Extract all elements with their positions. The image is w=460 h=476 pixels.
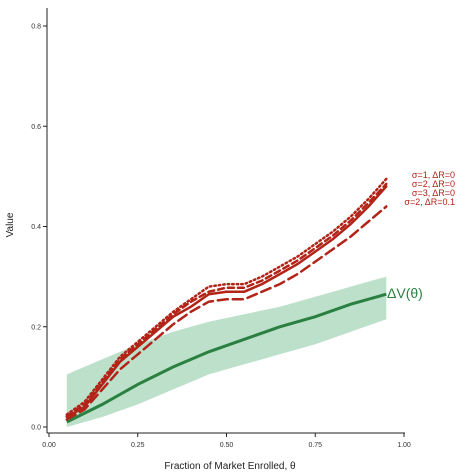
y-axis-ticks: 0.0 0.2 0.4 0.6 0.8 [31,24,47,432]
y-tick-label: 0.4 [31,224,41,231]
band-label: ΔV(θ) [387,285,423,301]
x-tick-label: 0.75 [308,442,322,449]
series-label-2: σ=2, ΔR=0 [412,179,455,189]
series-line-4 [65,205,388,421]
series-label-4: σ=2, ΔR=0.1 [404,197,455,207]
series-label-3: σ=3, ΔR=0 [412,188,455,198]
delta-v-mean-line [66,292,387,424]
x-axis-label: Fraction of Market Enrolled, θ [164,461,296,472]
series-labels: σ=1, ΔR=0σ=2, ΔR=0σ=3, ΔR=0σ=2, ΔR=0.1 [404,170,455,207]
y-tick-label: 0.8 [31,24,41,31]
x-axis-ticks: 0.00 0.25 0.50 0.75 1.00 [42,433,411,449]
x-tick-label: 0.00 [42,442,56,449]
series-label-1: σ=1, ΔR=0 [412,170,455,180]
plot-area [65,177,388,427]
x-tick-label: 1.00 [397,442,411,449]
y-tick-label: 0.0 [31,425,41,432]
confidence-band [66,276,387,427]
y-tick-label: 0.2 [31,324,41,331]
series-line-1 [65,185,388,419]
series-line-3 [65,182,388,418]
y-tick-label: 0.6 [31,124,41,131]
series-line-2 [65,177,388,416]
x-tick-label: 0.25 [131,442,145,449]
x-tick-label: 0.50 [220,442,234,449]
y-axis-label: Value [5,212,16,237]
